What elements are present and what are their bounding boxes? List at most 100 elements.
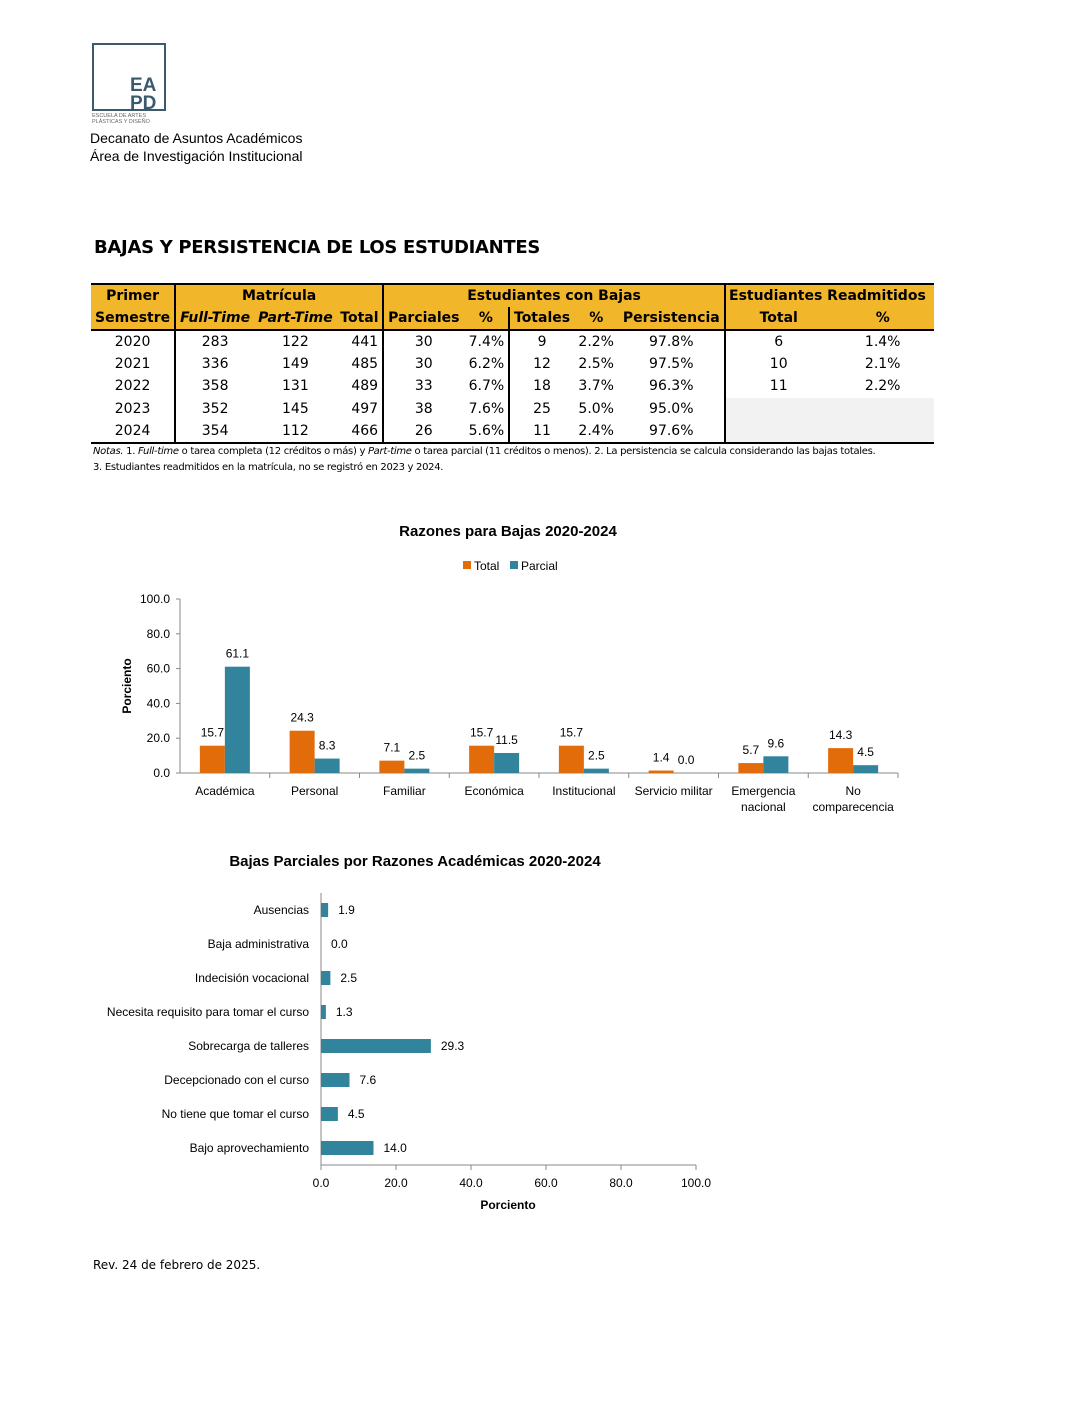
table-cell: 485 [351, 355, 379, 372]
bar-total [648, 770, 674, 773]
col-header: Full-Time [174, 307, 255, 330]
x-tick-label: Familiar [383, 784, 426, 798]
table-row: 2023 352 145 497 38 7.6% 25 5.0% 95.0% [91, 397, 934, 421]
y-tick-label: Indecisión vocacional [195, 971, 309, 985]
table-cell: 7.4% [468, 333, 505, 350]
note-1-num: 1. [126, 446, 136, 457]
svg-text:PLÁSTICAS Y DISEÑO: PLÁSTICAS Y DISEÑO [92, 118, 151, 125]
group-matricula: Matrícula [174, 284, 384, 307]
y-tick-label: Sobrecarga de talleres [188, 1039, 309, 1053]
data-label: 9.6 [768, 736, 785, 750]
y-tick-label: 60.0 [147, 662, 171, 676]
table-row: 2020 283 122 441 30 7.4% 9 2.2% 97.8% 6 1.4% [91, 330, 934, 353]
bar-total [289, 730, 315, 773]
bar-parcial [853, 765, 879, 773]
data-label: 61.1 [226, 647, 250, 661]
chart-title: Razones para Bajas 2020-2024 [399, 523, 617, 540]
table-cell: 6 [723, 330, 832, 353]
data-label: 4.5 [348, 1107, 365, 1121]
col-header: Total [723, 307, 832, 330]
data-label: 15.7 [560, 726, 584, 740]
col-semestre: Semestre [91, 307, 176, 330]
table-cell: 358 [174, 375, 255, 398]
razones-chart: Razones para Bajas 2020-2024 Total Parcial… [120, 523, 899, 814]
x-tick-label: nacional [741, 800, 786, 814]
y-tick-label: 80.0 [147, 627, 171, 641]
col-header: % [463, 307, 510, 330]
data-label: 29.3 [441, 1039, 465, 1053]
data-label: 4.5 [857, 745, 874, 759]
x-tick-label: Académica [195, 784, 255, 798]
svg-text:EA: EA [130, 75, 157, 96]
table-cell: 10 [723, 352, 832, 376]
table-cell: 5.0% [578, 401, 614, 418]
table-cell [723, 397, 832, 421]
table-cell: 441 [351, 333, 379, 350]
col-header: Part-Time [254, 307, 337, 330]
data-label: 14.0 [384, 1141, 408, 1155]
bar-parcial [763, 756, 789, 773]
bar-total [828, 748, 854, 773]
data-label: 8.3 [319, 739, 336, 753]
header-line-1: Decanato de Asuntos Académicos [90, 130, 303, 146]
data-label: 15.7 [470, 726, 494, 740]
data-label: 11.5 [495, 733, 518, 747]
data-label: 0.0 [331, 937, 348, 951]
revision-date: Rev. 24 de febrero de 2025. [93, 1258, 261, 1272]
table-cell: 2022 [114, 378, 151, 395]
bajas-table: Primer Matrícula Estudiantes con Bajas E… [91, 283, 934, 444]
data-label: 5.7 [743, 743, 760, 757]
y-tick-label: 0.0 [153, 766, 170, 780]
legend-swatch-total [463, 561, 471, 569]
table-cell: 131 [282, 378, 309, 395]
table-cell: 122 [282, 333, 309, 350]
y-tick-label: 20.0 [147, 731, 171, 745]
bar-parcial [583, 768, 609, 773]
table-cell: 12 [508, 352, 574, 376]
data-label: 14.3 [829, 728, 853, 742]
col-semestre-top: Primer [91, 284, 176, 307]
table-row: 2022 358 131 489 33 6.7% 18 3.7% 96.3% 11 2.2% [91, 375, 934, 398]
x-tick-label: Personal [291, 784, 338, 798]
col-header: Total [336, 307, 384, 330]
bar-parcial [404, 768, 430, 773]
table-cell: 336 [174, 352, 255, 376]
y-axis-label: Porciento [120, 658, 134, 713]
table-cell: 38 [382, 397, 464, 421]
page-title: BAJAS Y PERSISTENCIA DE LOS ESTUDIANTES [94, 237, 541, 258]
notes-label: Notas. [93, 446, 124, 457]
y-tick-label: Bajo aprovechamiento [190, 1141, 310, 1155]
table-cell: 283 [174, 330, 255, 353]
table-row: 2021 336 149 485 30 6.2% 12 2.5% 97.5% 10 2.1% [91, 352, 934, 376]
bar-total [558, 745, 584, 773]
table-cell: 2.4% [578, 423, 614, 440]
note-pt: Part-time [367, 446, 412, 457]
col-header: Totales [508, 307, 574, 330]
table-cell: 2024 [114, 423, 151, 440]
y-tick-label: Decepcionado con el curso [164, 1073, 309, 1087]
x-tick-label: 60.0 [534, 1176, 558, 1190]
group-bajas: Estudiantes con Bajas [382, 284, 725, 307]
table-cell: 25 [508, 397, 574, 421]
table-cell: 2.5% [578, 355, 614, 372]
svg-text:ESCUELA DE ARTES: ESCUELA DE ARTES [92, 113, 146, 119]
table-cell: 96.3% [649, 378, 694, 395]
table-cell: 5.6% [468, 423, 505, 440]
x-tick-label: 40.0 [459, 1176, 483, 1190]
y-tick-label: No tiene que tomar el curso [162, 1107, 310, 1121]
col-header: % [573, 307, 619, 330]
data-label: 2.5 [340, 971, 357, 985]
table-cell: 11 [723, 375, 832, 398]
header-line-2: Área de Investigación Institucional [90, 148, 303, 164]
data-label: 0.0 [678, 753, 695, 767]
bar-parcial [224, 666, 250, 773]
group-readmitidos: Estudiantes Readmitidos [724, 284, 934, 307]
table-cell: 2023 [114, 401, 151, 418]
table-cell: 7.6% [468, 401, 505, 418]
table-cell: 95.0% [649, 401, 694, 418]
note-1b: o tarea completa (12 créditos o más) y [181, 446, 366, 457]
x-tick-label: 0.0 [313, 1176, 330, 1190]
table-cell: 97.6% [649, 423, 694, 440]
x-tick-label: Institucional [552, 784, 615, 798]
data-label: 1.3 [336, 1005, 353, 1019]
